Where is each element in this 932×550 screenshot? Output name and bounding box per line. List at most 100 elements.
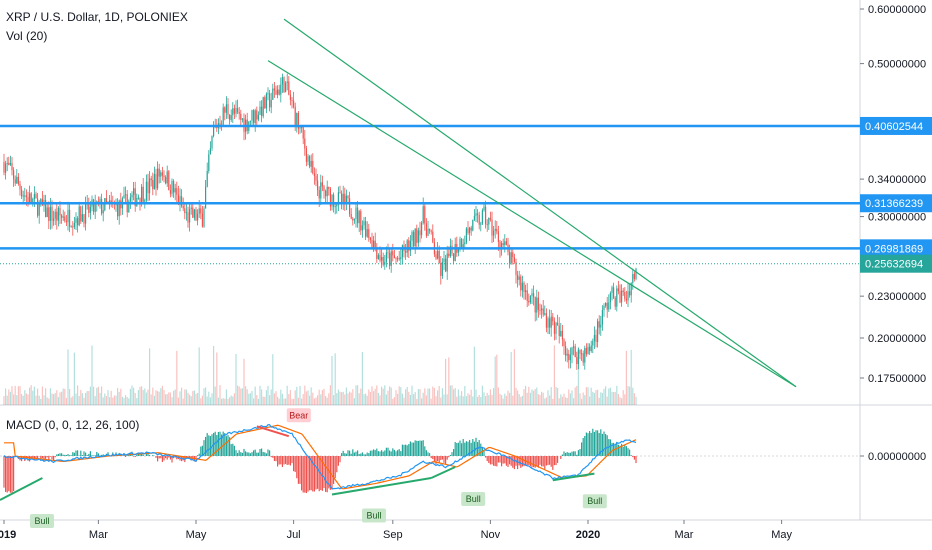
- macd-histogram-bar: [93, 455, 95, 456]
- candle-body: [496, 228, 498, 232]
- macd-histogram-bar: [152, 455, 154, 456]
- volume-bar: [438, 386, 440, 405]
- macd-histogram-bar: [249, 453, 251, 456]
- candle-body: [254, 110, 256, 124]
- volume-bar: [400, 387, 402, 405]
- volume-bar: [430, 398, 432, 405]
- volume-bar: [405, 389, 407, 405]
- price-tick-label: 0.60000000: [868, 4, 926, 16]
- volume-indicator-label[interactable]: Vol (20): [6, 29, 48, 43]
- candle-body: [491, 219, 493, 236]
- volume-bar: [141, 386, 143, 405]
- volume-bar: [147, 389, 149, 405]
- volume-bar: [221, 398, 223, 405]
- macd-histogram-bar: [125, 456, 127, 457]
- candle-body: [579, 349, 581, 354]
- macd-histogram-bar: [286, 456, 288, 465]
- candle-body: [296, 112, 298, 125]
- candle-body: [528, 300, 530, 303]
- macd-histogram-bar: [603, 431, 605, 456]
- macd-histogram-bar: [27, 456, 29, 461]
- candle-body: [73, 222, 75, 228]
- macd-histogram-bar: [13, 456, 15, 492]
- volume-bar: [520, 396, 522, 405]
- candle-body: [222, 107, 224, 125]
- time-tick-label: 2020: [576, 529, 600, 541]
- candle-body: [72, 226, 74, 228]
- candle-body: [558, 325, 560, 337]
- volume-bar: [307, 390, 309, 405]
- macd-histogram-bar: [30, 456, 32, 459]
- macd-histogram-bar: [513, 456, 515, 470]
- macd-histogram-bar: [523, 456, 525, 467]
- candle-body: [142, 186, 144, 202]
- macd-histogram-bar: [593, 431, 595, 456]
- volume-bar: [464, 386, 466, 405]
- candle-body: [197, 213, 199, 221]
- macd-histogram-bar: [174, 456, 176, 458]
- candle-body: [176, 188, 178, 195]
- candle-body: [635, 268, 637, 279]
- candle-body: [224, 107, 226, 113]
- candle-body: [390, 251, 392, 266]
- volume-bar: [589, 396, 591, 405]
- volume-bar: [235, 353, 237, 405]
- candle-body: [421, 222, 423, 236]
- macd-histogram-bar: [555, 456, 557, 466]
- candle-body: [312, 160, 314, 174]
- volume-bar: [160, 388, 162, 405]
- volume-bar: [291, 398, 293, 405]
- candle-body: [208, 154, 210, 172]
- macd-indicator-label[interactable]: MACD (0, 0, 12, 26, 100): [6, 418, 140, 432]
- volume-bar: [568, 389, 570, 405]
- macd-histogram-bar: [497, 456, 499, 463]
- candle-body: [182, 206, 184, 209]
- macd-histogram-bar: [272, 456, 274, 458]
- candle-body: [477, 213, 479, 215]
- divergence-label-box: [286, 408, 311, 423]
- candle-body: [109, 200, 111, 203]
- volume-bar: [345, 387, 347, 405]
- macd-histogram-bar: [339, 456, 341, 463]
- candle-body: [473, 215, 475, 220]
- macd-histogram-bar: [549, 456, 551, 465]
- volume-bar: [336, 393, 338, 405]
- volume-bar: [619, 397, 621, 405]
- candle-body: [165, 177, 167, 184]
- macd-histogram-bar: [299, 456, 301, 484]
- macd-histogram-bar: [521, 456, 523, 467]
- macd-histogram-bar: [285, 456, 287, 464]
- volume-bar: [574, 387, 576, 405]
- volume-bar: [78, 396, 80, 405]
- volume-bar: [633, 393, 635, 405]
- volume-bar: [534, 389, 536, 405]
- macd-histogram-bar: [429, 453, 431, 456]
- candle-body: [405, 251, 407, 253]
- volume-bar: [121, 396, 123, 405]
- macd-histogram-bar: [587, 433, 589, 456]
- candle-body: [153, 173, 155, 190]
- candle-body: [617, 288, 619, 292]
- candle-body: [179, 196, 181, 205]
- volume-bar: [214, 386, 216, 405]
- volume-bar: [408, 391, 410, 405]
- macd-histogram-bar: [445, 456, 447, 465]
- volume-bar: [587, 387, 589, 405]
- candle-body: [169, 190, 171, 194]
- macd-histogram-bar: [502, 456, 504, 464]
- candle-body: [352, 218, 354, 221]
- candle-body: [184, 208, 186, 213]
- volume-bar: [91, 345, 93, 405]
- volume-bar: [281, 393, 283, 405]
- volume-bar: [480, 397, 482, 405]
- candle-body: [555, 322, 557, 334]
- volume-bar: [232, 396, 234, 405]
- macd-histogram-bar: [134, 456, 136, 457]
- volume-bar: [176, 350, 178, 405]
- macd-histogram-bar: [619, 445, 621, 456]
- volume-bar: [33, 386, 35, 405]
- macd-histogram-bar: [97, 453, 99, 456]
- macd-histogram-bar: [382, 451, 384, 456]
- divergence-label: Bull: [366, 511, 381, 521]
